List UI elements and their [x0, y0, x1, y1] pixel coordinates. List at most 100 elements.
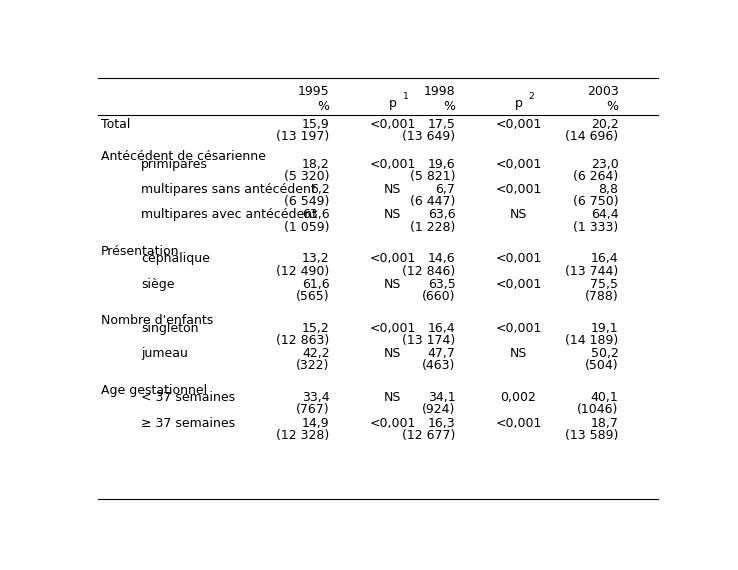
Text: <0,001: <0,001 — [495, 278, 542, 291]
Text: 63,6: 63,6 — [302, 209, 330, 222]
Text: (788): (788) — [584, 290, 618, 303]
Text: 42,2: 42,2 — [302, 347, 330, 360]
Text: NS: NS — [384, 183, 401, 196]
Text: 33,4: 33,4 — [302, 391, 330, 404]
Text: NS: NS — [384, 347, 401, 360]
Text: 20,2: 20,2 — [590, 118, 618, 131]
Text: (660): (660) — [422, 290, 455, 303]
Text: %: % — [444, 100, 455, 113]
Text: ≥ 37 semaines: ≥ 37 semaines — [141, 417, 235, 430]
Text: singleton: singleton — [141, 321, 199, 335]
Text: 1: 1 — [402, 92, 408, 101]
Text: (1 333): (1 333) — [573, 221, 618, 234]
Text: 6,2: 6,2 — [310, 183, 330, 196]
Text: Total: Total — [101, 118, 130, 131]
Text: NS: NS — [384, 278, 401, 291]
Text: NS: NS — [510, 209, 527, 222]
Text: (12 863): (12 863) — [276, 334, 330, 347]
Text: (12 846): (12 846) — [402, 264, 455, 278]
Text: multipares sans antécédent: multipares sans antécédent — [141, 183, 316, 196]
Text: (322): (322) — [296, 360, 330, 372]
Text: NS: NS — [384, 209, 401, 222]
Text: 75,5: 75,5 — [590, 278, 618, 291]
Text: <0,001: <0,001 — [369, 118, 415, 131]
Text: (463): (463) — [422, 360, 455, 372]
Text: 1995: 1995 — [298, 85, 330, 97]
Text: (1 228): (1 228) — [410, 221, 455, 234]
Text: (12 677): (12 677) — [402, 429, 455, 442]
Text: 34,1: 34,1 — [428, 391, 455, 404]
Text: %: % — [607, 100, 618, 113]
Text: 18,7: 18,7 — [590, 417, 618, 430]
Text: céphalique: céphalique — [141, 253, 210, 266]
Text: (12 490): (12 490) — [276, 264, 330, 278]
Text: 19,6: 19,6 — [428, 157, 455, 170]
Text: 16,4: 16,4 — [591, 253, 618, 266]
Text: 15,9: 15,9 — [302, 118, 330, 131]
Text: <0,001: <0,001 — [495, 253, 542, 266]
Text: NS: NS — [384, 391, 401, 404]
Text: (13 744): (13 744) — [565, 264, 618, 278]
Text: 63,5: 63,5 — [428, 278, 455, 291]
Text: <0,001: <0,001 — [495, 183, 542, 196]
Text: 16,3: 16,3 — [428, 417, 455, 430]
Text: multipares avec antécédent: multipares avec antécédent — [141, 209, 317, 222]
Text: 15,2: 15,2 — [302, 321, 330, 335]
Text: (13 649): (13 649) — [402, 131, 455, 143]
Text: (13 589): (13 589) — [565, 429, 618, 442]
Text: 8,8: 8,8 — [599, 183, 618, 196]
Text: < 37 semaines: < 37 semaines — [141, 391, 235, 404]
Text: 17,5: 17,5 — [427, 118, 455, 131]
Text: 1998: 1998 — [424, 85, 455, 97]
Text: (14 189): (14 189) — [565, 334, 618, 347]
Text: 40,1: 40,1 — [590, 391, 618, 404]
Text: 13,2: 13,2 — [302, 253, 330, 266]
Text: primipares: primipares — [141, 157, 207, 170]
Text: 19,1: 19,1 — [591, 321, 618, 335]
Text: 2: 2 — [528, 92, 534, 101]
Text: (565): (565) — [296, 290, 330, 303]
Text: 14,6: 14,6 — [428, 253, 455, 266]
Text: 16,4: 16,4 — [428, 321, 455, 335]
Text: p: p — [514, 97, 523, 111]
Text: 2003: 2003 — [587, 85, 618, 97]
Text: (504): (504) — [584, 360, 618, 372]
Text: <0,001: <0,001 — [495, 417, 542, 430]
Text: 64,4: 64,4 — [591, 209, 618, 222]
Text: 6,7: 6,7 — [435, 183, 455, 196]
Text: 14,9: 14,9 — [302, 417, 330, 430]
Text: (13 174): (13 174) — [402, 334, 455, 347]
Text: (1046): (1046) — [577, 404, 618, 416]
Text: <0,001: <0,001 — [495, 118, 542, 131]
Text: 23,0: 23,0 — [590, 157, 618, 170]
Text: 47,7: 47,7 — [427, 347, 455, 360]
Text: (6 264): (6 264) — [573, 170, 618, 183]
Text: Age gestationnel: Age gestationnel — [101, 384, 207, 397]
Text: 0,002: 0,002 — [500, 391, 537, 404]
Text: (14 696): (14 696) — [565, 131, 618, 143]
Text: (12 328): (12 328) — [276, 429, 330, 442]
Text: p: p — [389, 97, 396, 111]
Text: Présentation: Présentation — [101, 245, 179, 258]
Text: 50,2: 50,2 — [590, 347, 618, 360]
Text: NS: NS — [510, 347, 527, 360]
Text: <0,001: <0,001 — [369, 253, 415, 266]
Text: (6 549): (6 549) — [284, 196, 330, 208]
Text: (767): (767) — [296, 404, 330, 416]
Text: 61,6: 61,6 — [302, 278, 330, 291]
Text: (6 750): (6 750) — [573, 196, 618, 208]
Text: 18,2: 18,2 — [302, 157, 330, 170]
Text: Nombre d'enfants: Nombre d'enfants — [101, 314, 213, 327]
Text: <0,001: <0,001 — [495, 321, 542, 335]
Text: 63,6: 63,6 — [428, 209, 455, 222]
Text: (924): (924) — [422, 404, 455, 416]
Text: <0,001: <0,001 — [369, 321, 415, 335]
Text: (1 059): (1 059) — [284, 221, 330, 234]
Text: (13 197): (13 197) — [276, 131, 330, 143]
Text: siège: siège — [141, 278, 174, 291]
Text: Antécédent de césarienne: Antécédent de césarienne — [101, 150, 266, 163]
Text: %: % — [317, 100, 330, 113]
Text: <0,001: <0,001 — [495, 157, 542, 170]
Text: (6 447): (6 447) — [410, 196, 455, 208]
Text: <0,001: <0,001 — [369, 157, 415, 170]
